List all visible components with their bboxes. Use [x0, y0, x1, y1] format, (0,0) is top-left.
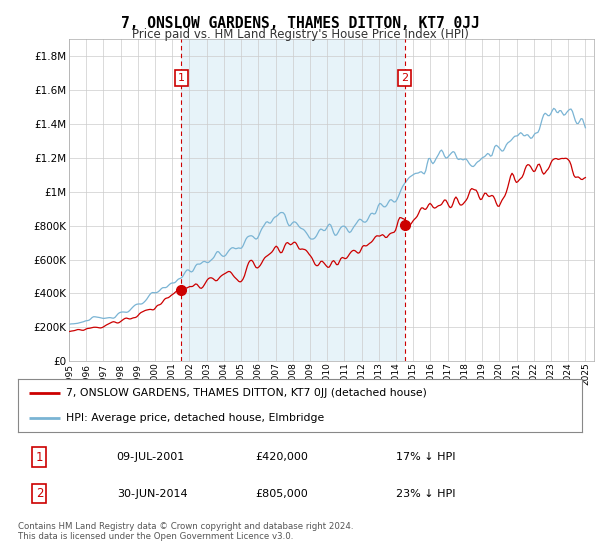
Text: 1: 1	[178, 73, 185, 83]
Text: Price paid vs. HM Land Registry's House Price Index (HPI): Price paid vs. HM Land Registry's House …	[131, 28, 469, 41]
Text: 7, ONSLOW GARDENS, THAMES DITTON, KT7 0JJ: 7, ONSLOW GARDENS, THAMES DITTON, KT7 0J…	[121, 16, 479, 31]
Text: 09-JUL-2001: 09-JUL-2001	[116, 452, 185, 462]
Text: Contains HM Land Registry data © Crown copyright and database right 2024.
This d: Contains HM Land Registry data © Crown c…	[18, 522, 353, 542]
Text: 2: 2	[35, 487, 43, 500]
Text: 2: 2	[401, 73, 408, 83]
Bar	[181, 39, 404, 361]
Text: HPI: Average price, detached house, Elmbridge: HPI: Average price, detached house, Elmb…	[66, 413, 324, 423]
Text: 23% ↓ HPI: 23% ↓ HPI	[396, 489, 455, 498]
Text: £805,000: £805,000	[255, 489, 308, 498]
Text: £420,000: £420,000	[255, 452, 308, 462]
Text: 1: 1	[35, 451, 43, 464]
Text: 17% ↓ HPI: 17% ↓ HPI	[396, 452, 455, 462]
Text: 30-JUN-2014: 30-JUN-2014	[116, 489, 187, 498]
Text: 7, ONSLOW GARDENS, THAMES DITTON, KT7 0JJ (detached house): 7, ONSLOW GARDENS, THAMES DITTON, KT7 0J…	[66, 389, 427, 399]
